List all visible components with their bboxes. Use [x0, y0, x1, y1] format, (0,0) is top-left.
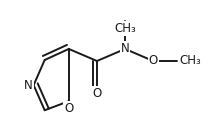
Text: O: O	[149, 55, 158, 67]
Text: CH₃: CH₃	[179, 55, 201, 67]
Text: O: O	[64, 102, 73, 115]
Text: CH₃: CH₃	[114, 22, 136, 35]
Text: N: N	[121, 42, 129, 55]
Text: O: O	[92, 87, 102, 100]
Text: N: N	[24, 79, 33, 92]
